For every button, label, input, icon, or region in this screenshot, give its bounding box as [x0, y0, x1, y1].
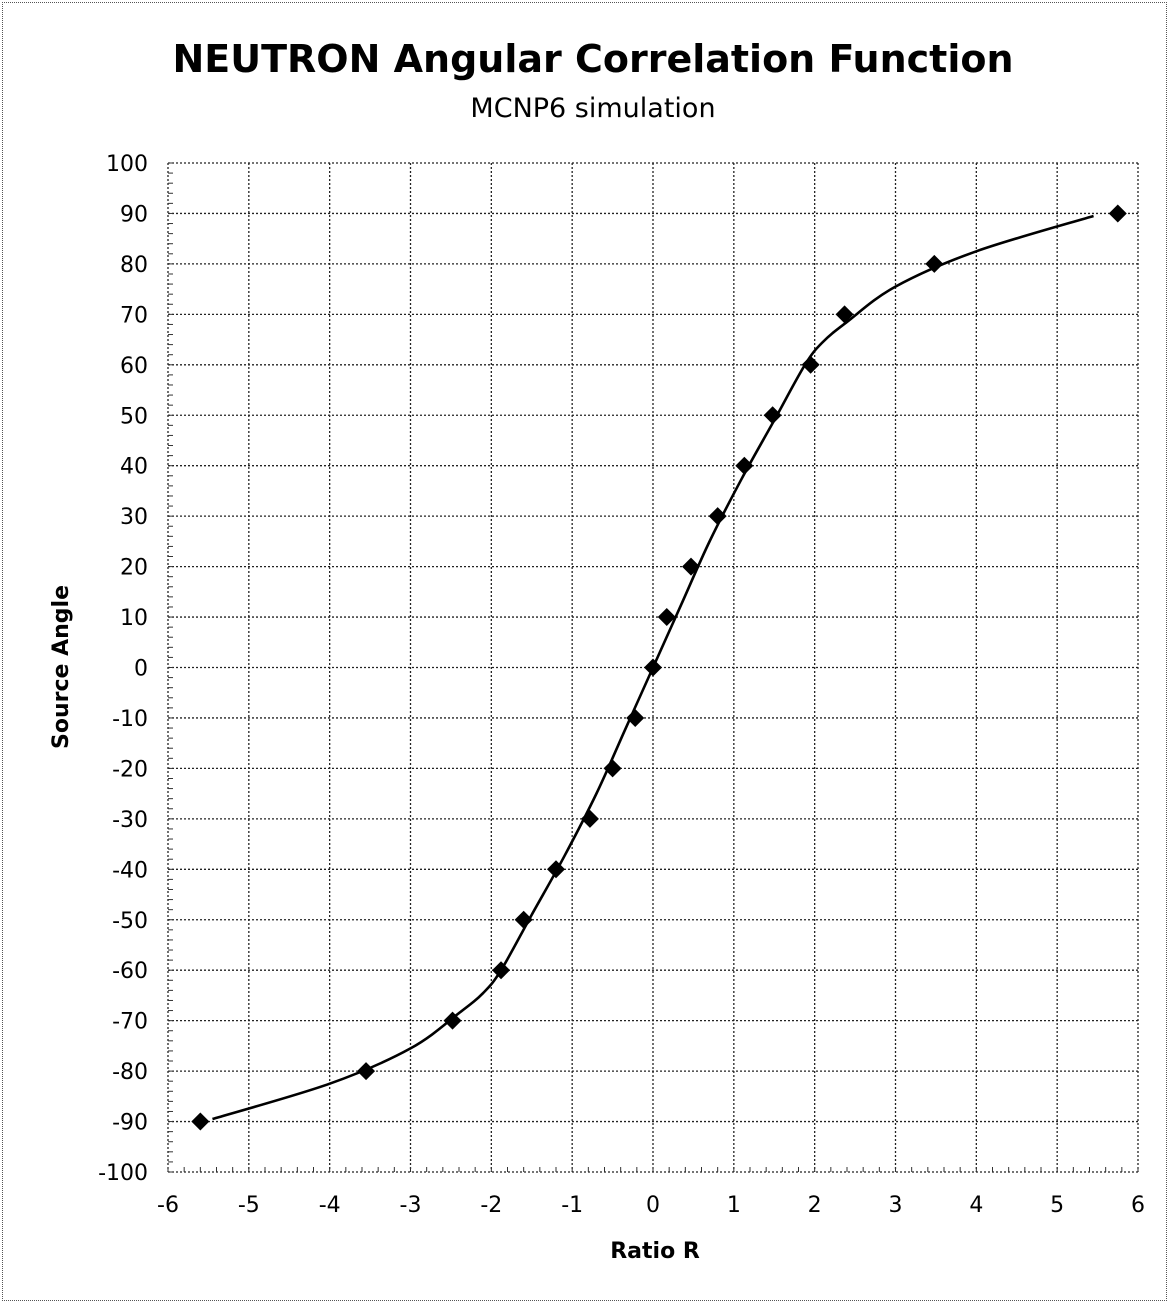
x-tick-label: -1	[561, 1193, 583, 1218]
chart-subtitle: MCNP6 simulation	[470, 93, 715, 124]
data-point	[626, 708, 645, 727]
y-tick-label: 80	[120, 253, 148, 278]
data-point	[357, 1062, 376, 1081]
y-tick-label: -60	[112, 959, 148, 984]
y-tick-label: -100	[98, 1161, 148, 1186]
data-point	[644, 658, 662, 677]
y-tick-label: 10	[120, 606, 148, 631]
y-tick-label: 90	[120, 202, 148, 227]
data-point	[191, 1112, 210, 1131]
chart-title: NEUTRON Angular Correlation Function	[172, 37, 1013, 81]
y-tick-label: 20	[120, 556, 148, 581]
x-tick-label: -3	[400, 1193, 422, 1218]
y-tick-label: 70	[120, 303, 148, 328]
minor-ticks	[167, 162, 1139, 1173]
data-point	[657, 608, 676, 627]
data-point	[681, 557, 700, 576]
x-tick-label: 3	[889, 1193, 903, 1218]
x-tick-label: -4	[319, 1193, 341, 1218]
x-axis-title: Ratio R	[610, 1239, 700, 1264]
data-point	[603, 759, 622, 778]
data-point	[514, 910, 533, 929]
y-tick-label: -50	[112, 909, 148, 934]
data-point	[708, 507, 727, 526]
y-tick-label: -80	[112, 1060, 148, 1085]
data-points	[191, 204, 1127, 1131]
y-tick-label: -10	[112, 707, 148, 732]
data-point	[763, 406, 782, 425]
data-point	[835, 305, 854, 324]
y-tick-label: -20	[112, 757, 148, 782]
y-tick-label: 0	[134, 657, 148, 682]
data-point	[925, 254, 944, 273]
data-point	[801, 355, 820, 374]
data-point	[580, 809, 599, 828]
y-axis-ticks: 1009080706050403020100-10-20-30-40-50-60…	[98, 152, 148, 1186]
data-point	[1108, 204, 1127, 223]
x-tick-label: -2	[480, 1193, 502, 1218]
x-tick-label: 2	[808, 1193, 822, 1218]
y-tick-label: 60	[120, 354, 148, 379]
data-point	[492, 961, 511, 980]
y-tick-label: 30	[120, 505, 148, 530]
data-point	[735, 456, 754, 475]
y-tick-label: 50	[120, 404, 148, 429]
x-tick-label: 6	[1131, 1193, 1145, 1218]
y-tick-label: -90	[112, 1111, 148, 1136]
x-tick-label: 5	[1050, 1193, 1064, 1218]
x-tick-label: 0	[646, 1193, 660, 1218]
data-point	[547, 860, 565, 879]
x-tick-label: 4	[969, 1193, 983, 1218]
x-tick-label: -6	[157, 1193, 179, 1218]
grid	[167, 162, 1139, 1173]
x-tick-label: -5	[238, 1193, 260, 1218]
y-tick-label: -70	[112, 1010, 148, 1035]
y-tick-label: -30	[112, 808, 148, 833]
data-point	[443, 1011, 462, 1030]
x-tick-label: 1	[727, 1193, 741, 1218]
y-tick-label: 40	[120, 455, 148, 480]
y-axis-title: Source Angle	[49, 585, 74, 749]
y-tick-label: -40	[112, 858, 148, 883]
y-tick-label: 100	[106, 152, 148, 177]
x-axis-ticks: -6 -5 -4 -3 -2 -1 0 1 2 3 4 5 6	[157, 1193, 1145, 1218]
